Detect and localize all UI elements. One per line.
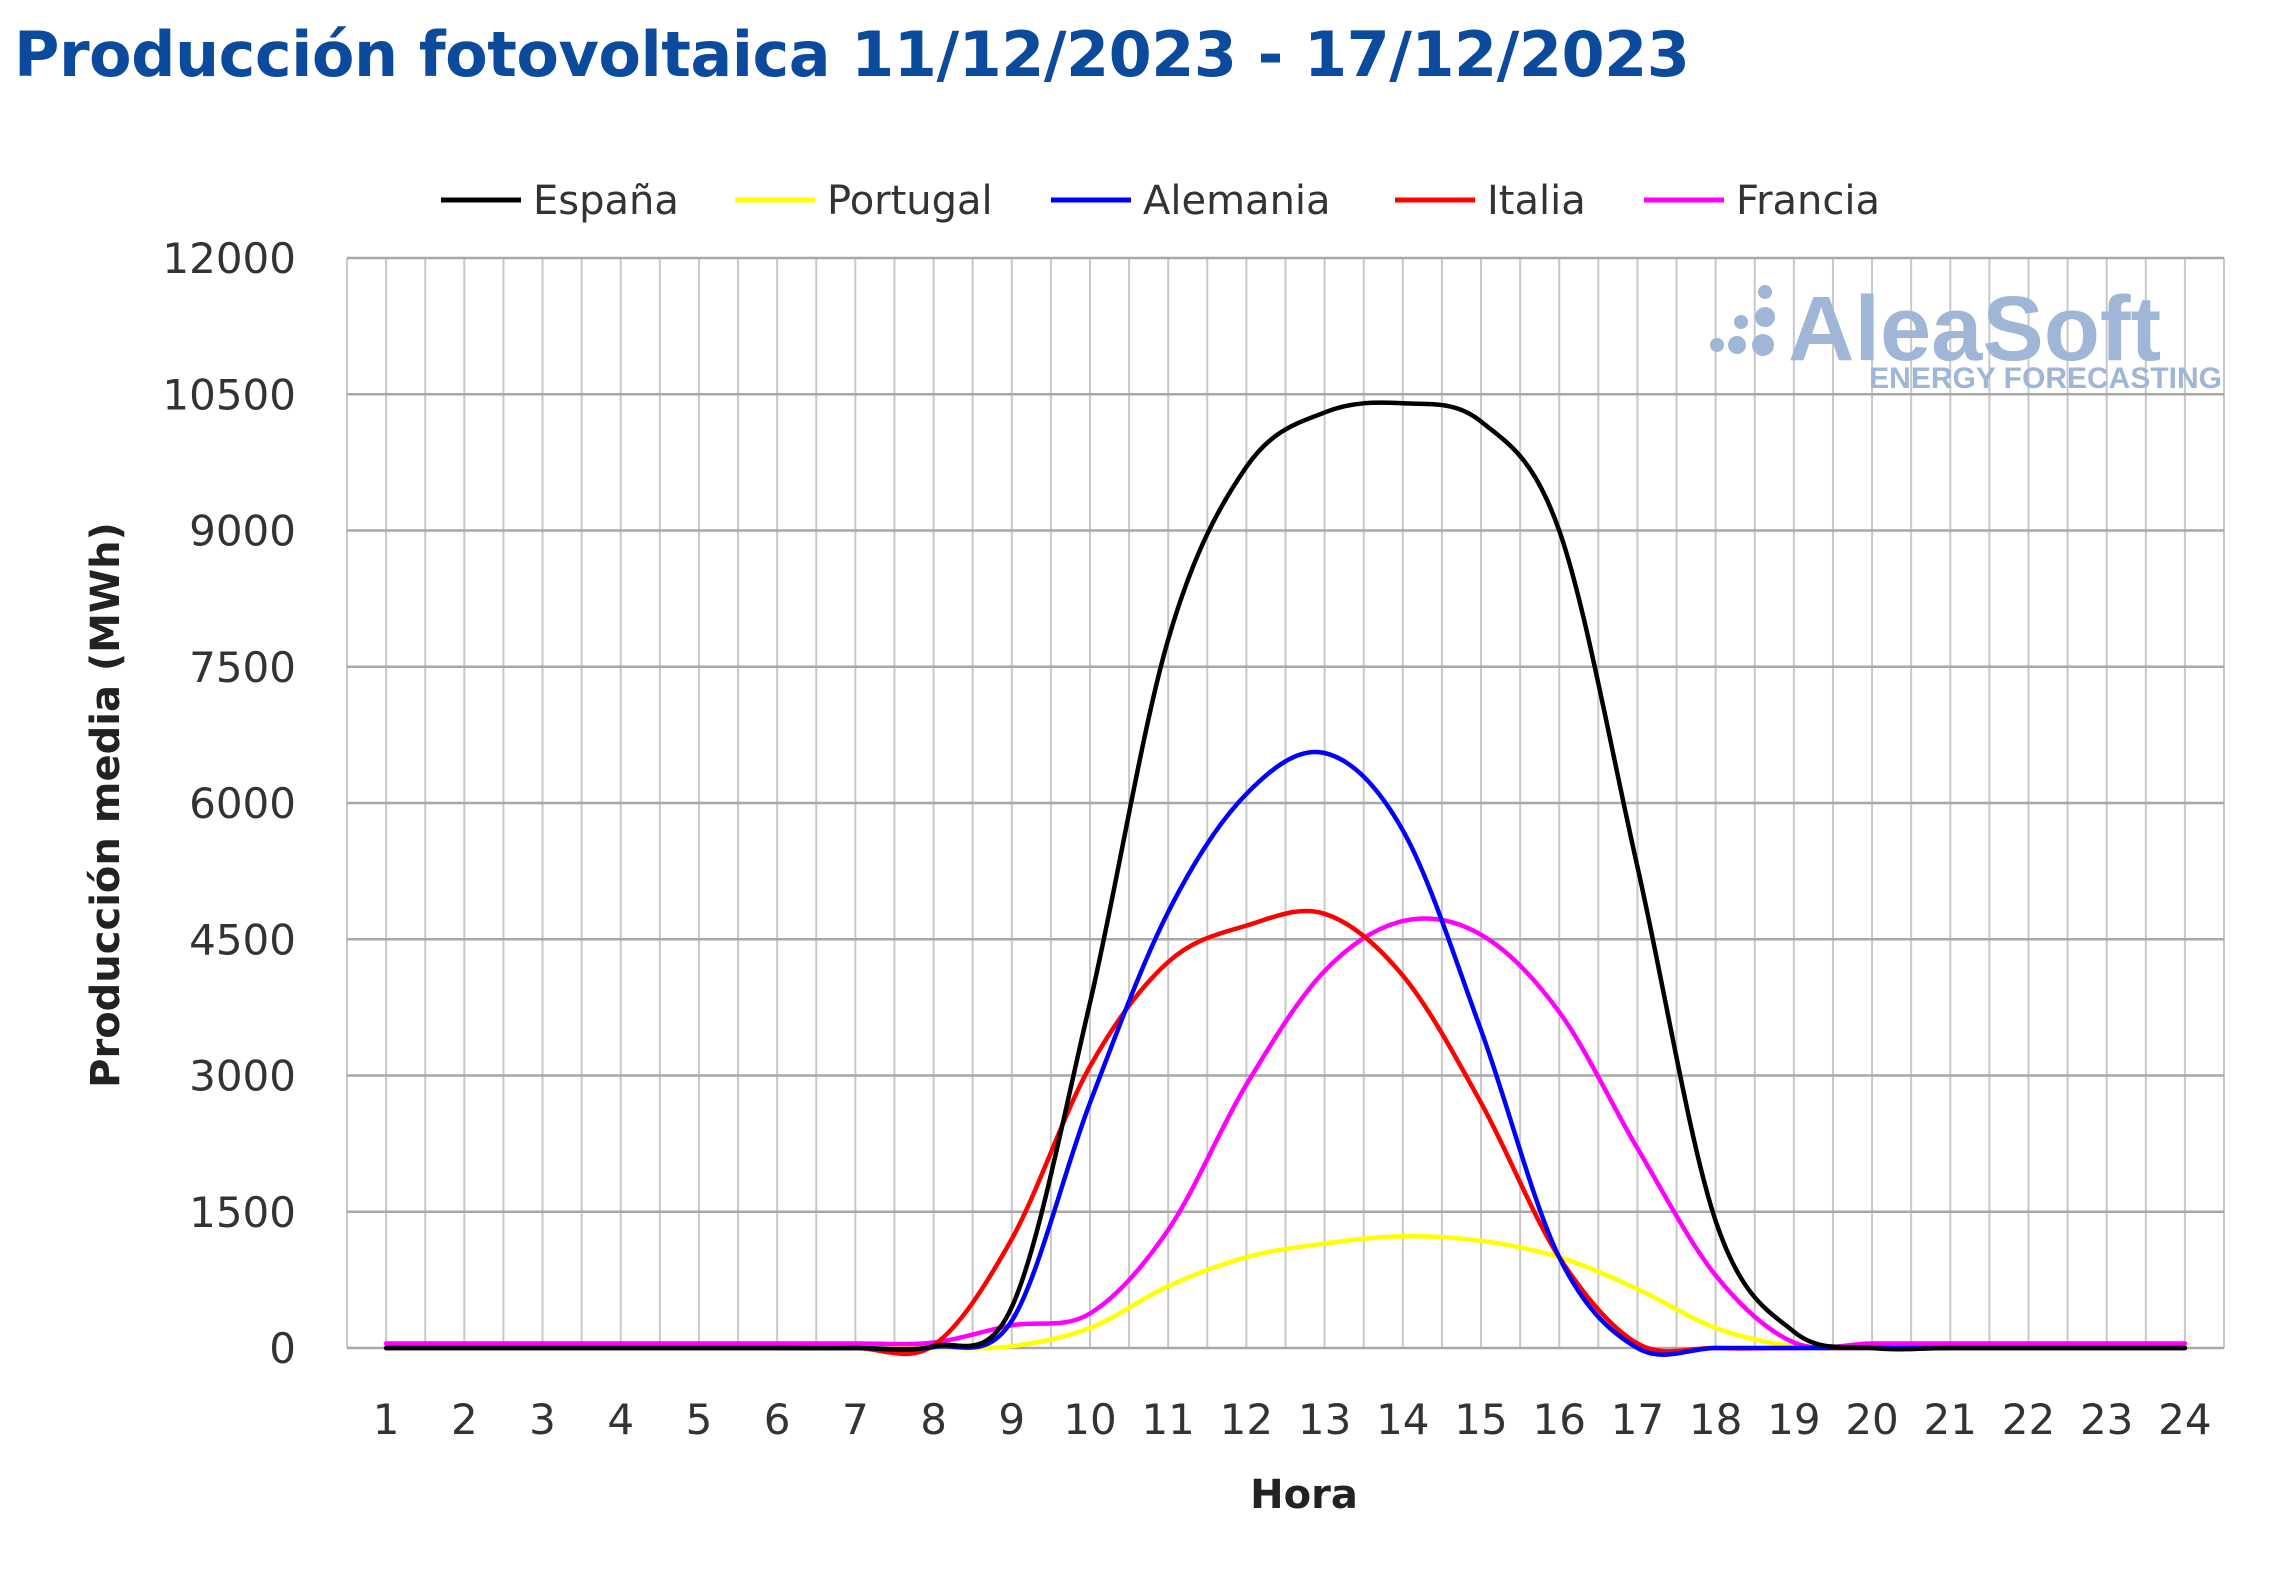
y-tick-label: 7500 bbox=[189, 643, 296, 692]
x-tick-label: 1 bbox=[373, 1395, 400, 1444]
x-tick-label: 12 bbox=[1220, 1395, 1273, 1444]
y-tick-label: 4500 bbox=[189, 915, 296, 964]
y-tick-label: 3000 bbox=[189, 1052, 296, 1101]
watermark-brand: AleaSoft bbox=[1788, 278, 2161, 380]
logo-dot bbox=[1728, 336, 1746, 354]
y-axis-ticks: 0 1500 3000 4500 6000 7500 9000 10500 12000 bbox=[162, 234, 296, 1373]
logo-dot bbox=[1755, 307, 1775, 327]
chart-title: Producción fotovoltaica 11/12/2023 - 17/… bbox=[14, 18, 1690, 91]
x-tick-label: 23 bbox=[2080, 1395, 2133, 1444]
watermark-tagline: ENERGY FORECASTING bbox=[1869, 362, 2222, 395]
legend-label: España bbox=[533, 178, 679, 224]
series-lines bbox=[383, 400, 2188, 1357]
aleasoft-logo-icon bbox=[1710, 285, 1775, 356]
series-line-españa bbox=[383, 400, 2188, 1352]
legend-label: Francia bbox=[1736, 178, 1880, 224]
x-tick-label: 9 bbox=[998, 1395, 1025, 1444]
x-tick-label: 17 bbox=[1611, 1395, 1664, 1444]
x-tick-label: 5 bbox=[686, 1395, 713, 1444]
y-tick-label: 9000 bbox=[189, 507, 296, 556]
y-tick-label: 10500 bbox=[162, 370, 296, 419]
x-tick-label: 16 bbox=[1533, 1395, 1586, 1444]
x-tick-label: 3 bbox=[529, 1395, 556, 1444]
x-tick-label: 21 bbox=[1924, 1395, 1977, 1444]
x-tick-label: 15 bbox=[1454, 1395, 1507, 1444]
x-tick-label: 10 bbox=[1063, 1395, 1116, 1444]
x-tick-label: 4 bbox=[607, 1395, 634, 1444]
legend-label: Alemania bbox=[1143, 178, 1331, 224]
aleasoft-watermark: AleaSoft ENERGY FORECASTING bbox=[1710, 278, 2222, 395]
x-tick-label: 8 bbox=[920, 1395, 947, 1444]
x-axis-title: Hora bbox=[1250, 1472, 1358, 1518]
y-tick-label: 6000 bbox=[189, 779, 296, 828]
y-tick-label: 0 bbox=[269, 1324, 296, 1373]
legend-label: Italia bbox=[1487, 178, 1586, 224]
x-tick-label: 14 bbox=[1376, 1395, 1429, 1444]
logo-dot bbox=[1758, 285, 1772, 299]
logo-dot bbox=[1710, 338, 1724, 352]
legend-label: Portugal bbox=[827, 178, 993, 224]
y-axis-title: Producción media (MWh) bbox=[83, 522, 129, 1088]
x-tick-label: 19 bbox=[1767, 1395, 1820, 1444]
x-tick-label: 6 bbox=[764, 1395, 791, 1444]
legend: España Portugal Alemania Italia Francia bbox=[441, 178, 1880, 224]
grid bbox=[346, 256, 2225, 1350]
y-tick-label: 1500 bbox=[189, 1188, 296, 1237]
x-tick-label: 24 bbox=[2158, 1395, 2211, 1444]
x-tick-label: 2 bbox=[451, 1395, 478, 1444]
logo-dot bbox=[1752, 334, 1774, 356]
logo-dot bbox=[1734, 315, 1748, 329]
x-tick-label: 22 bbox=[2002, 1395, 2055, 1444]
series-line-francia bbox=[383, 916, 2188, 1350]
x-tick-label: 11 bbox=[1141, 1395, 1194, 1444]
x-tick-label: 13 bbox=[1298, 1395, 1351, 1444]
x-tick-label: 18 bbox=[1689, 1395, 1742, 1444]
x-tick-label: 20 bbox=[1845, 1395, 1898, 1444]
x-axis-ticks: 1 2 3 4 5 6 7 8 9 10 11 12 13 14 15 16 17 18 19 20 21 22 23 24 bbox=[373, 1395, 2212, 1444]
x-tick-label: 7 bbox=[842, 1395, 869, 1444]
y-tick-label: 12000 bbox=[162, 234, 296, 283]
